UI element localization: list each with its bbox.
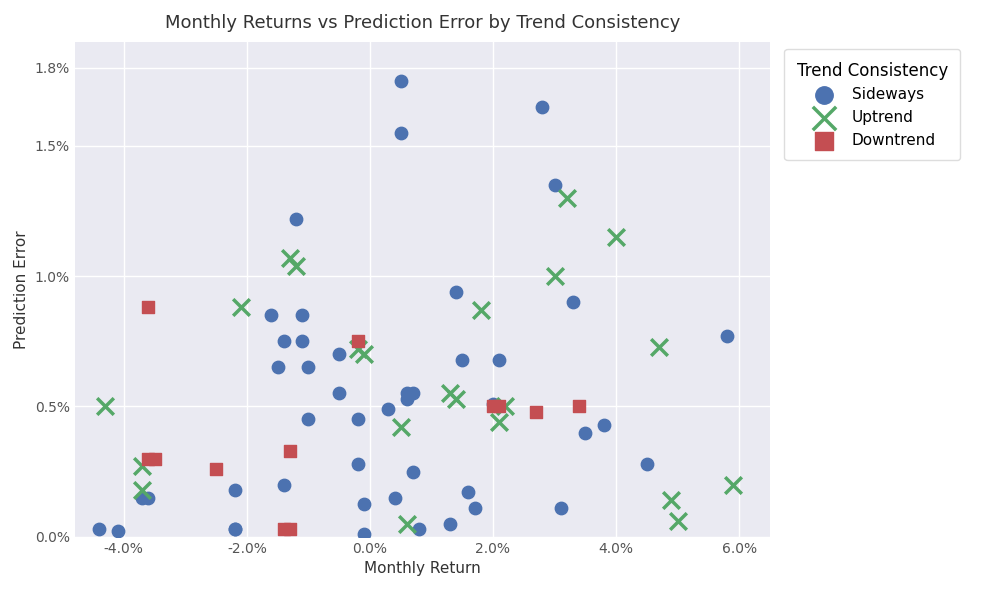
Uptrend <box>448 394 463 404</box>
Uptrend <box>497 402 513 411</box>
Uptrend <box>349 345 365 354</box>
Legend: Sideways, Uptrend, Downtrend: Sideways, Uptrend, Downtrend <box>784 50 959 160</box>
Uptrend <box>607 232 623 242</box>
Y-axis label: Prediction Error: Prediction Error <box>14 230 29 349</box>
Downtrend <box>491 402 507 411</box>
Sideways <box>331 389 347 398</box>
Downtrend <box>275 524 291 533</box>
Sideways <box>356 529 372 539</box>
Uptrend <box>651 342 667 351</box>
Sideways <box>404 389 420 398</box>
Sideways <box>392 76 408 86</box>
Sideways <box>140 493 156 502</box>
Sideways <box>91 524 106 533</box>
Uptrend <box>558 194 574 203</box>
Sideways <box>109 527 125 536</box>
Uptrend <box>282 253 298 263</box>
Sideways <box>227 485 243 494</box>
Sideways <box>275 480 291 489</box>
Sideways <box>411 524 427 533</box>
Sideways <box>134 493 150 502</box>
Uptrend <box>663 496 678 505</box>
Sideways <box>533 102 549 112</box>
Uptrend <box>134 485 150 494</box>
Sideways <box>349 459 365 468</box>
Uptrend <box>491 417 507 427</box>
Sideways <box>565 297 581 307</box>
Uptrend <box>442 389 458 398</box>
Sideways <box>466 503 482 513</box>
Sideways <box>356 499 372 509</box>
Sideways <box>227 524 243 533</box>
Uptrend <box>546 271 562 281</box>
Uptrend <box>669 516 684 526</box>
Sideways <box>227 524 243 533</box>
Sideways <box>392 128 408 137</box>
Sideways <box>398 389 414 398</box>
Sideways <box>300 363 316 372</box>
Downtrend <box>528 407 543 417</box>
Downtrend <box>140 454 156 463</box>
Downtrend <box>571 402 587 411</box>
Sideways <box>263 310 279 320</box>
Downtrend <box>484 402 500 411</box>
Sideways <box>331 350 347 359</box>
Sideways <box>448 287 463 297</box>
Downtrend <box>140 303 156 312</box>
Sideways <box>454 355 469 364</box>
Sideways <box>294 337 310 346</box>
Sideways <box>269 363 285 372</box>
Sideways <box>442 519 458 529</box>
Uptrend <box>98 402 113 411</box>
Sideways <box>275 337 291 346</box>
Downtrend <box>349 337 365 346</box>
Sideways <box>398 394 414 404</box>
Sideways <box>294 310 310 320</box>
Downtrend <box>282 446 298 455</box>
Uptrend <box>233 303 248 312</box>
Sideways <box>460 488 476 497</box>
Sideways <box>552 503 568 513</box>
Sideways <box>638 459 654 468</box>
X-axis label: Monthly Return: Monthly Return <box>364 561 480 576</box>
Uptrend <box>356 350 372 359</box>
Downtrend <box>282 524 298 533</box>
Downtrend <box>147 454 163 463</box>
Uptrend <box>392 422 408 432</box>
Uptrend <box>134 461 150 471</box>
Sideways <box>718 332 734 341</box>
Sideways <box>491 355 507 364</box>
Sideways <box>484 399 500 408</box>
Uptrend <box>288 261 304 270</box>
Sideways <box>288 214 304 224</box>
Sideways <box>546 181 562 190</box>
Uptrend <box>472 306 488 315</box>
Sideways <box>349 415 365 424</box>
Sideways <box>404 467 420 476</box>
Sideways <box>387 493 402 502</box>
Sideways <box>596 420 611 430</box>
Uptrend <box>398 519 414 529</box>
Downtrend <box>208 464 224 474</box>
Title: Monthly Returns vs Prediction Error by Trend Consistency: Monthly Returns vs Prediction Error by T… <box>165 14 679 32</box>
Sideways <box>300 415 316 424</box>
Uptrend <box>725 480 740 489</box>
Sideways <box>380 404 395 414</box>
Sideways <box>577 428 593 437</box>
